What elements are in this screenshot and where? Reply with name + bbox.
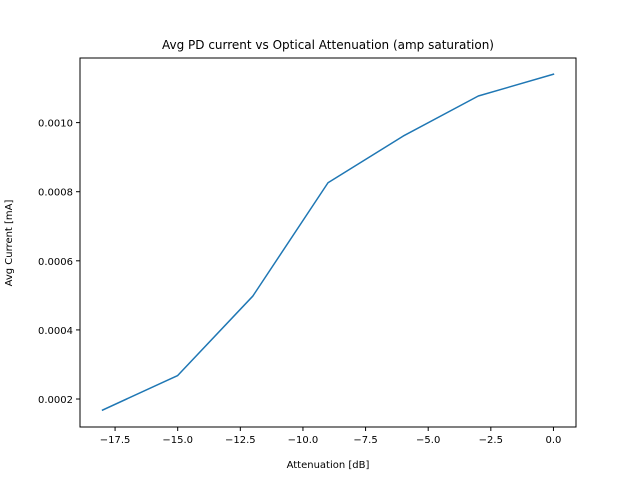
x-axis-label: Attenuation [dB] [287, 460, 370, 471]
x-axis-ticks: −17.5 −15.0 −12.5 −10.0 −7.5 −5.0 −2.5 0.0 [100, 427, 562, 446]
x-tick-label: −17.5 [100, 435, 131, 446]
y-tick-label: 0.0006 [38, 257, 73, 268]
x-tick-label: 0.0 [546, 435, 562, 446]
series-line [101, 73, 555, 412]
x-tick-label: −10.0 [288, 435, 319, 446]
y-tick-label: 0.0002 [38, 395, 73, 406]
y-axis-ticks: 0.0002 0.0004 0.0006 0.0008 0.0010 [38, 119, 80, 406]
y-tick-label: 0.0008 [38, 188, 73, 199]
chart-title: Avg PD current vs Optical Attenuation (a… [162, 38, 494, 52]
series-layer [101, 73, 555, 412]
x-tick-label: −15.0 [162, 435, 193, 446]
x-tick-label: −7.5 [353, 435, 377, 446]
x-tick-label: −5.0 [416, 435, 440, 446]
y-axis-label: Avg Current [mA] [4, 199, 15, 286]
x-tick-label: −2.5 [479, 435, 503, 446]
y-tick-label: 0.0010 [38, 119, 73, 130]
y-tick-label: 0.0004 [38, 326, 73, 337]
x-tick-label: −12.5 [225, 435, 256, 446]
plot-frame [79, 57, 577, 428]
